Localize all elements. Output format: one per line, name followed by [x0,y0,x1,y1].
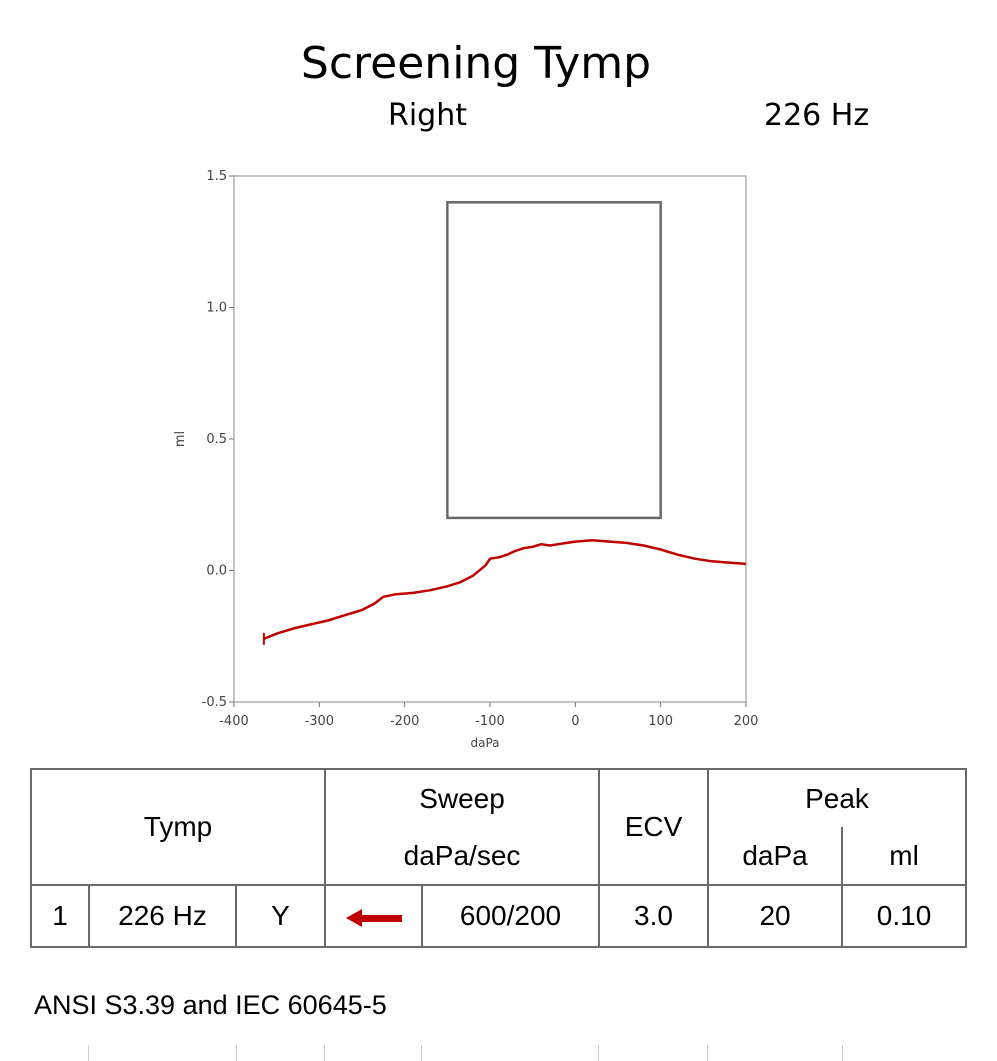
x-tick-label: 200 [734,714,759,729]
x-tick-label: -200 [390,714,420,729]
x-tick-label: -100 [475,714,505,729]
x-axis-label: daPa [470,736,499,750]
x-tick-label: -400 [219,714,249,729]
row-ecv: 3.0 [598,884,710,948]
row-peak-ml: 0.10 [841,884,968,948]
header-peak-ml: ml [841,827,968,886]
row-valid: Y [234,884,327,948]
x-tick-label: 100 [648,714,673,729]
bottom-divider-ticks [0,1045,997,1061]
ear-label: Right [388,98,467,133]
standard-label: ANSI S3.39 and IEC 60645-5 [34,990,387,1020]
y-tick-label: -0.5 [202,695,227,710]
plot-frame [233,175,747,703]
left-arrow-icon [345,908,402,927]
header-sweep-unit: daPa/sec [324,827,601,886]
y-axis-label: ml [173,431,188,447]
y-tick-label: 0.0 [206,564,227,579]
header-sweep: Sweep [324,768,601,827]
results-table: Tymp Sweep ECV Peak daPa/sec daPa ml 1 2… [29,768,968,948]
normal-region-box [446,201,662,520]
y-tick-label: 0.5 [206,432,227,447]
header-peak-dapa: daPa [707,827,844,886]
y-tick-label: 1.0 [206,301,227,316]
y-tick-label: 1.5 [206,169,227,184]
header-ecv: ECV [598,768,710,886]
tympanogram-curve [263,539,747,641]
row-frequency: 226 Hz [88,884,237,948]
x-tick-label: -300 [305,714,335,729]
row-sweep-rate: 600/200 [421,884,601,948]
row-index: 1 [30,884,90,948]
sweep-direction [324,884,424,948]
tympanogram-chart: -400 -300 -200 -100 0 100 200 -0.5 0.0 0.5 1.0 1.5 d… [173,169,759,750]
row-peak-dapa: 20 [707,884,844,948]
header-tymp: Tymp [29,768,327,886]
page-title: Screening Tymp [300,38,652,89]
x-tick-label: 0 [571,714,579,729]
header-peak: Peak [707,768,968,827]
table-row: 1 226 Hz Y 600/200 3.0 20 0.10 [30,884,968,948]
probe-frequency-label: 226 Hz [764,98,870,133]
